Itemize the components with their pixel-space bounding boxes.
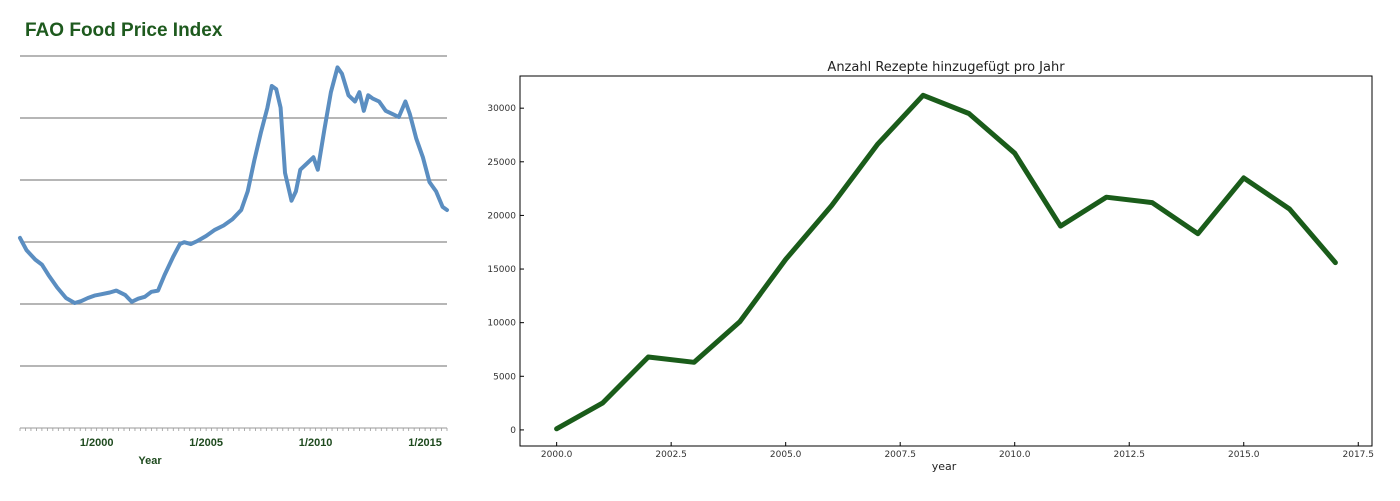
fao-gridlines <box>20 55 447 367</box>
recipes-x-tick-label: 2017.5 <box>1343 450 1375 460</box>
recipes-x-tick-label: 2010.0 <box>999 450 1031 460</box>
recipes-series-line <box>554 92 1338 432</box>
recipes-x-tick-label: 2000.0 <box>541 450 573 460</box>
recipes-y-tick-label: 25000 <box>487 158 516 168</box>
fao-x-axis <box>19 427 448 431</box>
fao-x-tick-label: 1/2000 <box>80 437 114 449</box>
fao-food-price-chart: FAO Food Price Index 1/2000 1/2005 1/2010 1… <box>18 20 449 467</box>
recipes-y-tick-label: 20000 <box>487 211 516 221</box>
fao-x-tick-labels: 1/2000 1/2005 1/2010 1/2015 <box>80 437 442 449</box>
fao-chart-title: FAO Food Price Index <box>25 20 223 41</box>
recipes-x-tick-label: 2015.0 <box>1228 450 1260 460</box>
fao-price-index-line <box>18 65 449 305</box>
recipes-x-ticks: 2000.0 2002.5 2005.0 2007.5 2010.0 2012.5 2015… <box>541 442 1374 460</box>
fao-x-tick-label: 1/2015 <box>408 437 442 449</box>
recipes-y-tick-label: 0 <box>510 426 516 436</box>
fao-x-axis-label: Year <box>138 455 162 467</box>
recipes-x-tick-label: 2007.5 <box>884 450 916 460</box>
recipes-chart-title: Anzahl Rezepte hinzugefügt pro Jahr <box>827 60 1065 75</box>
recipes-plot-frame <box>519 75 1373 447</box>
fao-x-tick-label: 1/2010 <box>299 437 333 449</box>
recipes-y-tick-label: 15000 <box>487 265 516 275</box>
recipes-y-tick-label: 5000 <box>493 372 516 382</box>
recipes-per-year-chart: Anzahl Rezepte hinzugefügt pro Jahr 2000… <box>487 60 1374 473</box>
recipes-y-tick-label: 10000 <box>487 319 516 329</box>
recipes-y-ticks: 0 5000 10000 15000 20000 25000 30000 <box>487 104 524 436</box>
fao-x-tick-label: 1/2005 <box>189 437 223 449</box>
recipes-x-tick-label: 2012.5 <box>1113 450 1145 460</box>
recipes-y-tick-label: 30000 <box>487 104 516 114</box>
recipes-x-axis-label: year <box>932 460 957 473</box>
recipes-x-tick-label: 2005.0 <box>770 450 802 460</box>
recipes-x-tick-label: 2002.5 <box>655 450 687 460</box>
